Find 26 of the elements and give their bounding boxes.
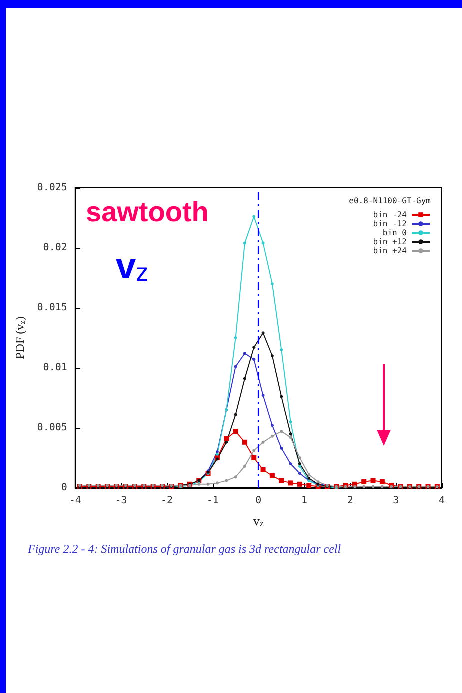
x-tick-label: 3 [393,496,400,506]
y-tick-label: 0.02 [43,242,68,254]
x-tick-label: 0 [256,496,262,506]
y-tick-label: 0.005 [37,422,68,434]
x-axis-title: vz [253,514,264,529]
legend-label: bin +24 [373,246,408,256]
x-tick-label: -2 [161,496,174,506]
legend-label: bin -12 [373,220,408,228]
x-tick-label: -1 [206,496,219,506]
legend-label: bin -24 [373,210,408,220]
y-axis-title: PDF (vz) [13,316,27,360]
annotation: vz [116,246,149,288]
x-tick-label: -3 [115,496,128,506]
y-tick-label: 0.015 [37,302,68,314]
x-tick-label: 4 [438,496,446,506]
y-tick-label: 0 [61,482,68,494]
x-tick-label: -4 [69,496,82,506]
y-tick-label: 0.01 [43,362,68,374]
annotation: sawtooth [86,196,209,228]
legend-label: bin 0 [382,228,408,238]
x-tick-label: 1 [302,496,308,506]
y-tick-label: 0.025 [37,182,68,194]
caption: Figure 2.2 - 4: Simulations of granular gas is 3d rectangular cell [27,542,342,556]
legend-label: bin +12 [373,238,408,246]
legend-title: e0.8-N1100-GT-Gym [349,196,432,206]
x-tick-label: 2 [347,496,354,506]
